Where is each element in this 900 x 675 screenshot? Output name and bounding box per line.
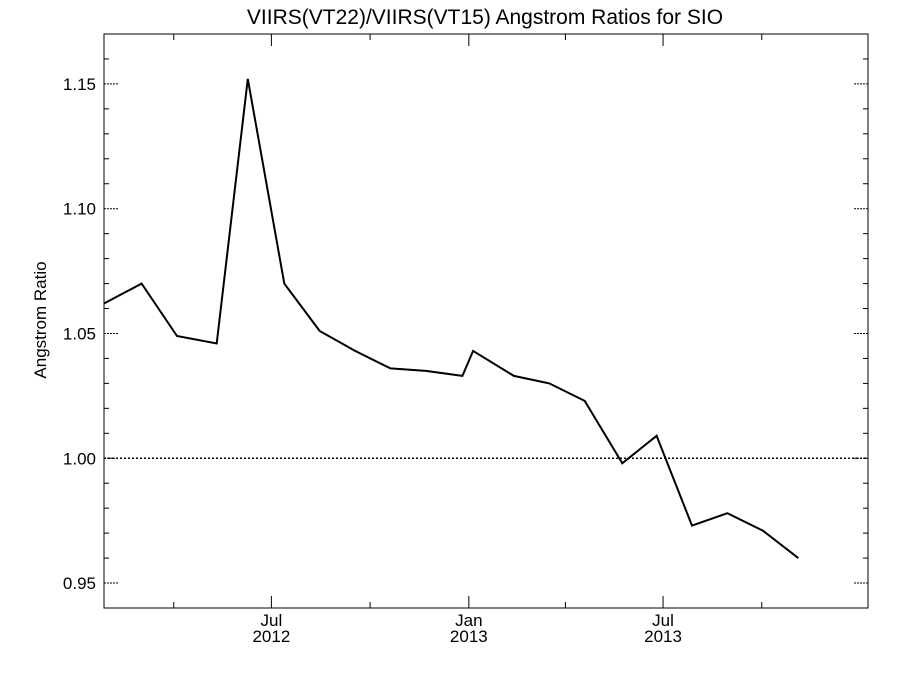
plot-frame <box>103 33 869 609</box>
chart-title: VIIRS(VT22)/VIIRS(VT15) Angstrom Ratios … <box>247 6 723 29</box>
y-axis: 0.95 1.00 1.05 1.10 1.15 <box>63 33 868 609</box>
y-axis-label: Angstrom Ratio <box>31 261 50 378</box>
y-tick-label: 1.10 <box>63 200 96 219</box>
x-tick-label-year: 2012 <box>252 627 290 646</box>
y-tick-label: 0.95 <box>63 574 96 593</box>
x-tick-label-month: Jul <box>261 611 283 630</box>
x-tick-label-month: Jul <box>652 611 674 630</box>
series-group <box>103 78 799 559</box>
x-tick-label-year: 2013 <box>450 627 488 646</box>
series-line <box>103 78 799 559</box>
y-tick-label: 1.00 <box>63 449 96 468</box>
x-tick-label-month: Jan <box>455 611 482 630</box>
y-tick-label: 1.05 <box>63 324 96 343</box>
x-tick-label-year: 2013 <box>644 627 682 646</box>
y-tick-label: 1.15 <box>63 75 96 94</box>
